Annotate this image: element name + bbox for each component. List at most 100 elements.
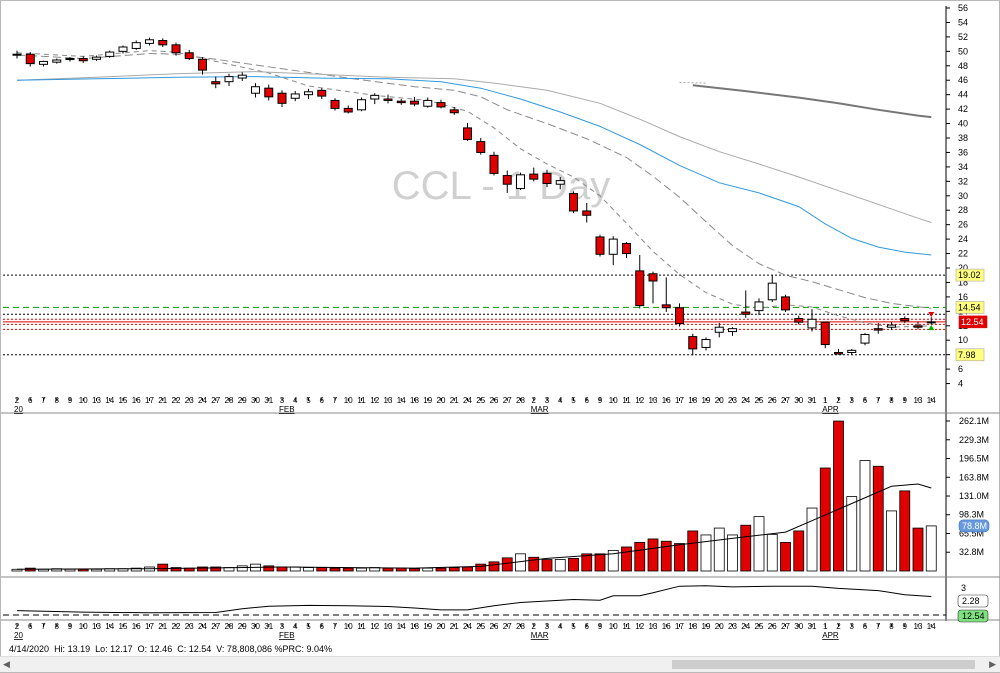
candle <box>92 55 101 61</box>
volume-bar <box>316 567 328 572</box>
volume-bar <box>448 567 460 572</box>
scroll-left-arrow-icon[interactable]: ◀ <box>3 659 10 669</box>
volume-tick-label: 229.3M <box>959 435 989 445</box>
x-tick-label: 23 <box>185 622 194 631</box>
candle <box>224 73 234 86</box>
candle-body <box>343 107 353 113</box>
x-tick-label: 7 <box>876 622 881 631</box>
candle-body <box>542 172 552 184</box>
candle <box>794 315 804 325</box>
candle-body <box>105 51 115 57</box>
volume-bar <box>647 538 659 572</box>
candle <box>237 72 247 81</box>
x-tick-label: 9 <box>903 396 908 405</box>
x-tick-label: 12 <box>370 396 379 405</box>
candle-body <box>807 318 817 329</box>
volume-bar <box>780 541 791 572</box>
volume-bar <box>435 567 447 572</box>
volume-bar <box>356 567 367 572</box>
stock-chart[interactable]: CCL - 1 Day46810121416182022242628303234… <box>1 1 1000 641</box>
month-label: 20 <box>14 631 23 640</box>
candle-body <box>383 98 393 101</box>
candle <box>330 98 340 111</box>
volume-bar <box>422 567 434 572</box>
volume-bar <box>554 559 566 572</box>
x-tick-label: 6 <box>585 622 590 631</box>
price-tick-label: 10 <box>958 335 968 345</box>
x-tick-label: 2 <box>532 396 537 405</box>
x-tick-label: 16 <box>662 396 671 405</box>
x-tick-label: 9 <box>68 396 73 405</box>
moving-average-line <box>16 71 932 223</box>
candle <box>873 322 883 334</box>
month-label: APR <box>822 405 839 414</box>
candle-body <box>781 296 790 311</box>
x-tick-label: 16 <box>132 622 141 631</box>
volume-bar <box>833 420 844 572</box>
x-tick-label: 27 <box>211 622 220 631</box>
x-tick-label: 21 <box>158 396 167 405</box>
candle-body <box>569 193 578 212</box>
x-tick-label: 26 <box>490 396 499 405</box>
x-tick-label: 1 <box>823 396 828 405</box>
x-tick-label: 21 <box>158 622 167 631</box>
x-tick-label: 14 <box>397 622 406 631</box>
price-tag-label: 19.02 <box>958 270 981 280</box>
volume-bar <box>462 566 473 572</box>
candle-body <box>794 318 804 323</box>
candle <box>343 105 353 114</box>
candle <box>357 97 366 112</box>
level-lines <box>3 274 946 356</box>
price-tick-label: 4 <box>958 379 963 389</box>
horizontal-scrollbar[interactable]: ◀ ▶ <box>0 656 1000 672</box>
x-tick-label: 7 <box>41 622 46 631</box>
candle-body <box>78 58 88 62</box>
scrollbar-thumb[interactable] <box>672 660 975 669</box>
x-tick-label: 26 <box>768 396 777 405</box>
candle <box>608 236 618 266</box>
candle <box>317 88 327 99</box>
price-tag-label: 7.98 <box>958 350 976 360</box>
price-tag: 7.98 <box>955 348 985 362</box>
candle-body <box>648 273 658 282</box>
volume-bar <box>568 558 579 572</box>
x-tick-label: 13 <box>92 622 101 631</box>
volume-bar <box>528 556 540 572</box>
indicator-tag: 2.28 <box>957 594 989 608</box>
price-tick-label: 24 <box>958 234 968 244</box>
candle-body <box>502 175 512 185</box>
status-low: Lo: 12.17 <box>95 644 133 654</box>
candle-body <box>357 99 366 111</box>
x-tick-label: 23 <box>185 396 194 405</box>
scroll-right-arrow-icon[interactable]: ▶ <box>989 659 996 669</box>
x-tick-label: 10 <box>344 622 353 631</box>
candle-body <box>92 56 101 60</box>
volume-bar <box>621 546 632 572</box>
candle-body <box>423 99 433 107</box>
volume-bar <box>753 516 765 572</box>
x-tick-label: 29 <box>238 396 247 405</box>
candle <box>754 298 764 315</box>
candle-body <box>926 321 936 324</box>
candle <box>25 52 35 67</box>
x-tick-label: 6 <box>320 622 325 631</box>
candle-body <box>582 210 592 216</box>
candle-body <box>675 307 684 325</box>
x-tick-label: 3 <box>280 622 285 631</box>
candle-body <box>834 352 843 355</box>
status-prc: %PRC: 9.04% <box>274 644 333 654</box>
candle-body <box>304 91 313 96</box>
candle-body <box>622 242 631 255</box>
volume-bar <box>170 567 182 572</box>
candle <box>714 322 724 338</box>
x-tick-label: 6 <box>863 622 868 631</box>
price-tick-label: 34 <box>958 162 968 172</box>
candle <box>171 42 181 56</box>
candle-body <box>913 325 923 328</box>
volume-bar <box>793 530 805 572</box>
candle <box>595 234 605 257</box>
moving-average-line <box>679 81 707 84</box>
x-tick-label: 20 <box>715 396 724 405</box>
candle-body <box>171 44 181 54</box>
indicator-tag-box <box>957 609 989 623</box>
